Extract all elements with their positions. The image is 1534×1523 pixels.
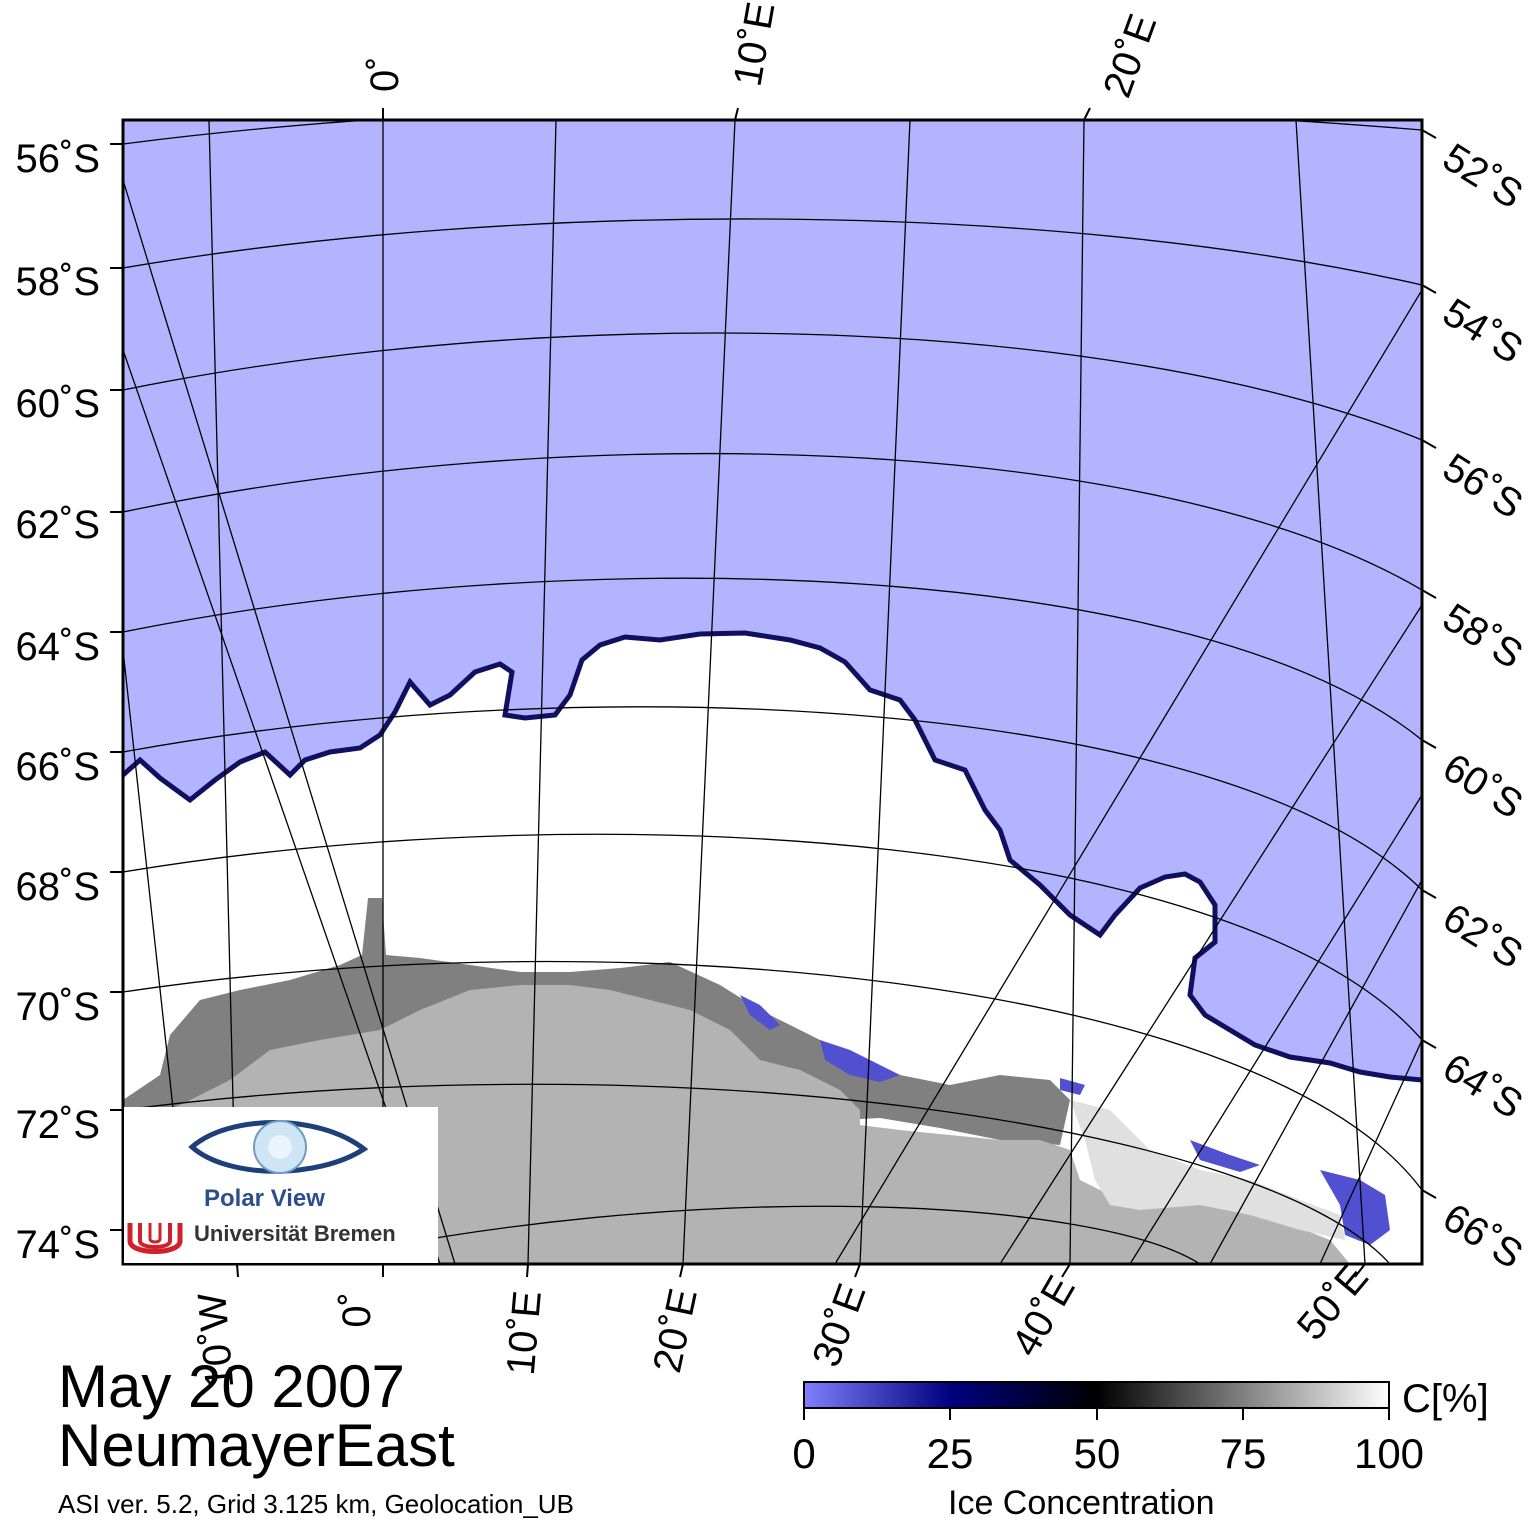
map-footnote: ASI ver. 5.2, Grid 3.125 km, Geolocation…: [58, 1489, 574, 1519]
logo-title: Polar View: [204, 1185, 325, 1212]
lat-label-left: 64˚S: [16, 625, 101, 669]
colorbar-tick-label: 25: [926, 1430, 974, 1477]
lat-label-right: 64˚S: [1435, 1045, 1530, 1127]
lat-label-left: 62˚S: [16, 503, 101, 547]
lat-label-left: 66˚S: [16, 745, 101, 789]
lon-label-bottom: 50˚E: [1289, 1256, 1377, 1349]
lat-label-right: 62˚S: [1435, 895, 1530, 977]
lat-label-left: 74˚S: [16, 1223, 101, 1267]
lon-label-bottom: 20˚E: [645, 1285, 706, 1377]
frame-ticks: [110, 107, 1437, 1278]
logo-subtitle: Universität Bremen: [194, 1221, 396, 1246]
lat-label-right: 56˚S: [1435, 445, 1530, 527]
colorbar-tick-label: 50: [1073, 1430, 1121, 1477]
ice-edge-line: [123, 630, 1422, 1083]
lon-label-bottom: 10˚E: [499, 1289, 550, 1377]
lat-label-right: 54˚S: [1435, 290, 1530, 372]
lon-label-bottom: 30˚E: [804, 1278, 874, 1372]
colorbar-title: Ice Concentration: [948, 1484, 1215, 1522]
lat-label-right: 52˚S: [1435, 135, 1530, 217]
left-lat-labels: 56˚S 58˚S 60˚S 62˚S 64˚S 66˚S 68˚S 70˚S …: [16, 137, 101, 1267]
top-lon-labels: 0˚ 10˚E 20˚E: [363, 0, 1165, 103]
colorbar-tick-label: 75: [1219, 1430, 1267, 1477]
coastal-ice-patch: [1070, 1100, 1345, 1240]
lon-label-top: 20˚E: [1095, 9, 1165, 103]
map-frame: [121, 118, 1424, 1266]
map-region: NeumayerEast: [58, 1412, 455, 1479]
parallel-lines: [123, 120, 1422, 1264]
colorbar-ticks: [803, 1408, 1390, 1420]
right-lat-labels: 52˚S 54˚S 56˚S 58˚S 60˚S 62˚S 64˚S 66˚S: [1435, 135, 1530, 1277]
colorbar-tick-label: 0: [792, 1430, 816, 1477]
lon-label-top: 0˚: [363, 56, 407, 92]
lon-label-bottom: 40˚E: [1003, 1269, 1083, 1364]
lat-label-left: 68˚S: [16, 865, 101, 909]
lat-label-right: 60˚S: [1435, 745, 1530, 827]
lat-label-left: 60˚S: [16, 382, 101, 426]
eye-icon: [188, 1120, 368, 1174]
lon-label-bottom: 0˚: [335, 1292, 379, 1328]
colorbar-tick-label: 100: [1353, 1430, 1425, 1477]
colorbar: [803, 1381, 1390, 1409]
colorbar-unit: C[%]: [1402, 1377, 1489, 1421]
lat-label-left: 58˚S: [16, 260, 101, 304]
lon-label-bottom: 10˚W: [190, 1291, 242, 1390]
lat-label-left: 72˚S: [16, 1103, 101, 1147]
lat-label-left: 70˚S: [16, 985, 101, 1029]
lat-label-right: 66˚S: [1435, 1195, 1530, 1277]
lat-label-left: 56˚S: [16, 137, 101, 181]
lat-label-right: 58˚S: [1435, 595, 1530, 677]
university-seal-icon: [127, 1223, 183, 1254]
map-date: May 20 2007: [58, 1353, 405, 1420]
polar-view-logo: Polar View Universität Bremen: [124, 1107, 438, 1263]
meridian-lines: [123, 120, 1422, 1264]
lon-label-top: 10˚E: [726, 0, 784, 90]
